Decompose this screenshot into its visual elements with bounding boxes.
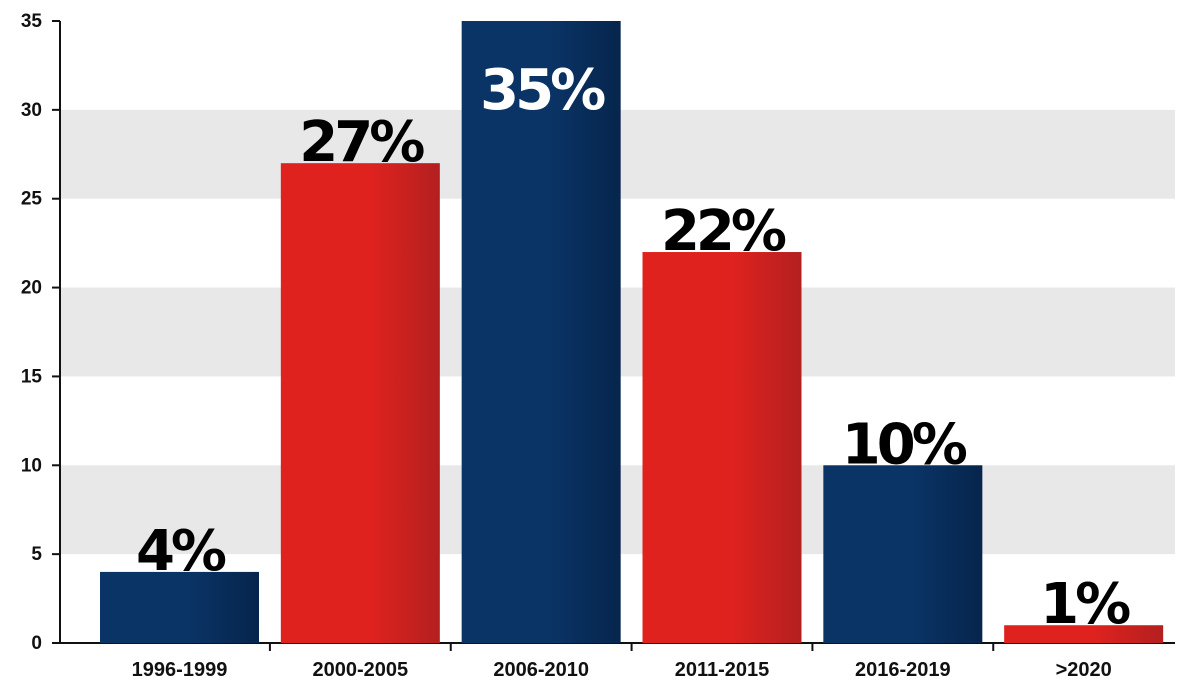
data-label: 1%: [1040, 572, 1130, 637]
y-tick-label: 30: [21, 100, 42, 121]
data-label: 4%: [136, 519, 226, 584]
data-label: 35%: [480, 58, 605, 123]
y-tick-label: 20: [21, 278, 42, 299]
bar-2016-2019: [823, 465, 983, 643]
x-tick-label: >2020: [1056, 659, 1112, 681]
x-tick-label: 2011-2015: [675, 659, 770, 681]
data-label: 22%: [661, 199, 786, 264]
y-tick-label: 35: [21, 11, 43, 32]
y-tick-label: 15: [21, 366, 43, 387]
x-tick-label: 2000-2005: [313, 659, 409, 681]
bar-1996-1999: [100, 571, 259, 643]
bar-2011-2015: [642, 252, 802, 643]
y-tick-label: 25: [21, 189, 43, 210]
x-tick-label: 2016-2019: [855, 659, 951, 681]
bar-2000-2005: [280, 163, 440, 643]
data-labels: 4% 27% 35% 22% 10% 1%: [136, 58, 1134, 637]
data-label: 27%: [299, 110, 424, 175]
y-tick-label: 5: [31, 544, 42, 565]
data-label: 10%: [842, 412, 967, 477]
bars: [100, 21, 1164, 643]
x-axis: 1996-1999 2000-2005 2006-2010 2011-2015 2016…: [60, 642, 1175, 681]
y-tick-label: 0: [31, 633, 42, 654]
bar-2020: [1004, 625, 1164, 643]
y-axis: 0 5 10 15 20 25 30 35: [21, 11, 61, 654]
bar-2006-2010: [461, 21, 621, 643]
y-tick-label: 10: [21, 455, 42, 476]
x-tick-label: 1996-1999: [132, 659, 228, 681]
x-tick-label: 2006-2010: [493, 659, 589, 681]
